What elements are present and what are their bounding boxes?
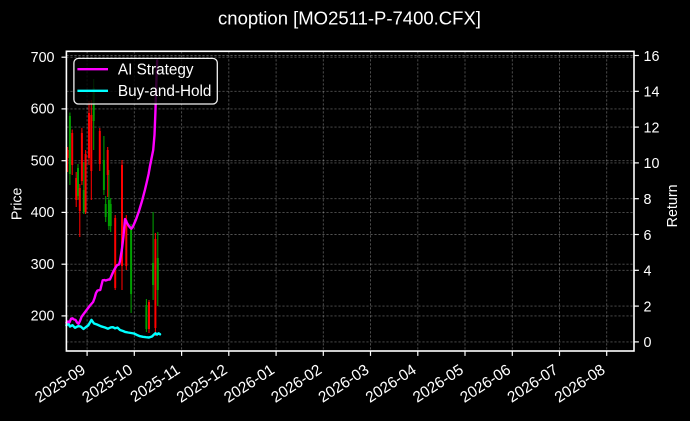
svg-text:500: 500 xyxy=(31,154,55,170)
svg-text:600: 600 xyxy=(31,102,55,118)
svg-text:4: 4 xyxy=(644,264,652,280)
svg-text:8: 8 xyxy=(644,192,652,208)
svg-text:2: 2 xyxy=(644,299,652,315)
svg-text:Return: Return xyxy=(665,184,681,227)
svg-text:AI Strategy: AI Strategy xyxy=(118,62,194,79)
svg-text:cnoption [MO2511-P-7400.CFX]: cnoption [MO2511-P-7400.CFX] xyxy=(218,7,481,28)
svg-text:700: 700 xyxy=(31,50,55,66)
svg-text:300: 300 xyxy=(31,257,55,273)
svg-text:10: 10 xyxy=(644,156,660,172)
svg-text:Price: Price xyxy=(9,187,25,220)
svg-text:Buy-and-Hold: Buy-and-Hold xyxy=(118,83,212,100)
svg-text:12: 12 xyxy=(644,120,660,136)
svg-text:16: 16 xyxy=(644,49,660,65)
svg-text:400: 400 xyxy=(31,205,55,221)
svg-text:200: 200 xyxy=(31,309,55,325)
svg-text:14: 14 xyxy=(644,85,660,101)
svg-text:6: 6 xyxy=(644,228,652,244)
svg-text:0: 0 xyxy=(644,335,652,351)
